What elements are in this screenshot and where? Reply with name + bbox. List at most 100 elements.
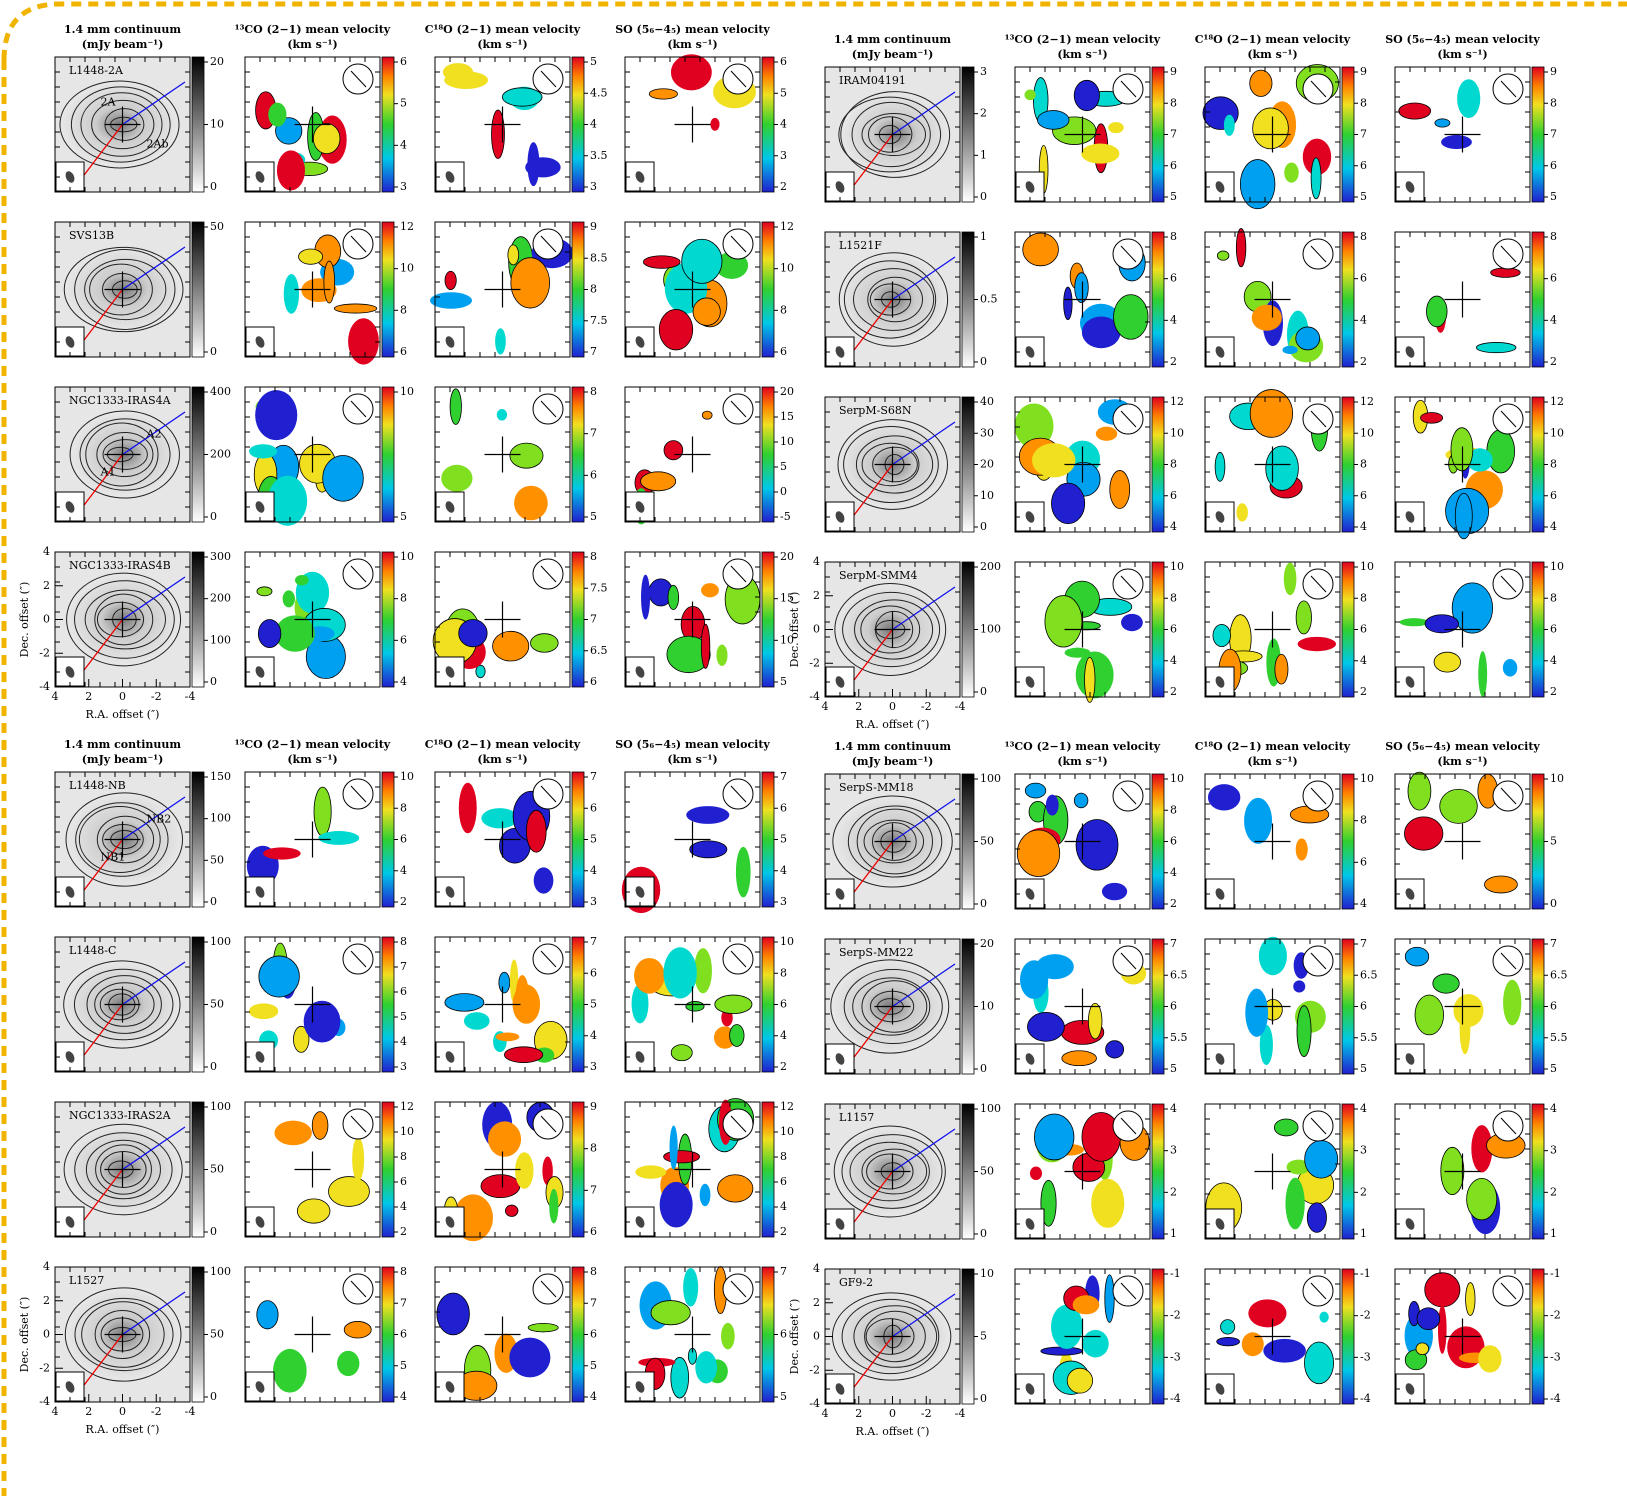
velocity-blob	[1311, 158, 1321, 199]
velocity-blob	[1034, 1114, 1074, 1160]
velocity-blob	[635, 1165, 666, 1178]
colorbar-label: 6	[1550, 272, 1557, 285]
colorbar-label: 20	[980, 937, 994, 950]
colorbar-label: 4	[1170, 313, 1177, 326]
colorbar-label: 12	[400, 220, 414, 233]
colorbar-label: 9	[590, 220, 597, 233]
velocity-blob	[1081, 144, 1119, 164]
colorbar-label: 10	[780, 435, 794, 448]
colorbar-label: 0	[980, 520, 987, 533]
colorbar-label: 5	[590, 510, 597, 523]
colorbar-label: 10	[1170, 426, 1184, 439]
colorbar-label: 6	[590, 801, 597, 814]
velocity-blob	[682, 239, 722, 283]
colorbar-label: 8	[1170, 458, 1177, 471]
colorbar-label: 6	[590, 1328, 597, 1341]
colorbar-label: 4	[400, 138, 407, 151]
y-tick-label: -4	[39, 1395, 50, 1408]
colorbar	[382, 57, 394, 192]
colorbar-label: 5	[1550, 1062, 1557, 1075]
velocity-blob	[488, 1121, 521, 1156]
y-tick-label: 4	[813, 1262, 820, 1275]
colorbar-label: 100	[210, 1100, 231, 1113]
column-header: (km s⁻¹)	[1437, 48, 1487, 61]
x-axis-label: R.A. offset (″)	[856, 1425, 930, 1438]
colorbar-label: 8	[400, 303, 407, 316]
velocity-blob	[515, 1152, 533, 1189]
colorbar	[1342, 1269, 1354, 1404]
column-header: (mJy beam⁻¹)	[852, 755, 934, 768]
velocity-blob	[716, 645, 727, 666]
velocity-blob	[1046, 795, 1059, 816]
x-tick-label: -4	[955, 1407, 966, 1420]
velocity-blob	[686, 1001, 704, 1011]
velocity-blob	[464, 1012, 490, 1030]
colorbar-label: 6	[590, 1225, 597, 1238]
velocity-blob	[1425, 615, 1458, 633]
velocity-blob	[249, 1003, 278, 1019]
velocity-blob	[702, 411, 712, 419]
y-tick-label: 2	[43, 1294, 50, 1307]
x-tick-label: 2	[855, 1407, 862, 1420]
velocity-blob	[1245, 989, 1268, 1037]
velocity-blob	[534, 867, 554, 893]
velocity-blob	[313, 123, 340, 153]
velocity-blob	[1298, 637, 1336, 651]
velocity-blob	[1091, 1179, 1124, 1228]
velocity-blob	[1062, 1051, 1097, 1066]
colorbar-label: -3	[1360, 1350, 1371, 1363]
velocity-blob	[1030, 1167, 1042, 1181]
velocity-blob	[1405, 947, 1429, 966]
velocity-blob	[443, 63, 473, 81]
velocity-blob	[450, 389, 461, 425]
velocity-blob	[1433, 974, 1459, 993]
velocity-blob	[1108, 122, 1124, 133]
colorbar-label: -2	[1550, 1309, 1561, 1322]
y-tick-label: -2	[39, 1361, 50, 1374]
colorbar-label: 5	[780, 460, 787, 473]
velocity-blob	[664, 441, 683, 460]
x-tick-label: -2	[151, 690, 162, 703]
colorbar-label: 5	[1550, 190, 1557, 203]
colorbar-label: 10	[1170, 772, 1184, 785]
x-tick-label: 0	[889, 1407, 896, 1420]
colorbar	[1532, 1269, 1544, 1404]
velocity-blob	[1404, 817, 1443, 850]
colorbar-label: 50	[210, 853, 224, 866]
colorbar-label: 4	[780, 118, 787, 131]
velocity-blob	[1457, 79, 1480, 118]
colorbar-label: 6	[400, 345, 407, 358]
velocity-blob	[502, 88, 542, 106]
colorbar-label: 30	[980, 426, 994, 439]
column-header: SO (5₆−4₅) mean velocity	[615, 23, 770, 36]
x-tick-label: 4	[822, 1407, 829, 1420]
x-tick-label: 4	[52, 690, 59, 703]
source-label: L1448-NB	[69, 779, 126, 792]
source-label: SVS13B	[69, 229, 114, 242]
velocity-blob	[1275, 654, 1288, 684]
velocity-blob	[671, 1045, 692, 1061]
colorbar-label: 8	[590, 1265, 597, 1278]
column-header: SO (5₆−4₅) mean velocity	[1385, 33, 1540, 46]
velocity-blob	[1025, 90, 1036, 101]
velocity-blob	[274, 1121, 312, 1146]
colorbar	[1342, 67, 1354, 202]
column-header: (km s⁻¹)	[287, 38, 337, 51]
velocity-blob	[1017, 830, 1059, 876]
colorbar-label: 10	[980, 1267, 994, 1280]
colorbar	[1532, 232, 1544, 367]
colorbar	[962, 232, 974, 367]
colorbar-label: 2	[780, 180, 787, 193]
source-label: NGC1333-IRAS4B	[69, 559, 171, 572]
velocity-blob	[1073, 1295, 1100, 1314]
velocity-blob	[1032, 443, 1075, 477]
velocity-blob	[1213, 624, 1231, 646]
velocity-blob	[1503, 659, 1517, 677]
colorbar	[1152, 67, 1164, 202]
component-label: 2A	[101, 96, 117, 109]
velocity-blob	[663, 947, 696, 998]
colorbar-label: 5	[1360, 1062, 1367, 1075]
colorbar	[1342, 1104, 1354, 1239]
colorbar-label: 2	[980, 107, 987, 120]
colorbar-label: 7	[590, 935, 597, 948]
